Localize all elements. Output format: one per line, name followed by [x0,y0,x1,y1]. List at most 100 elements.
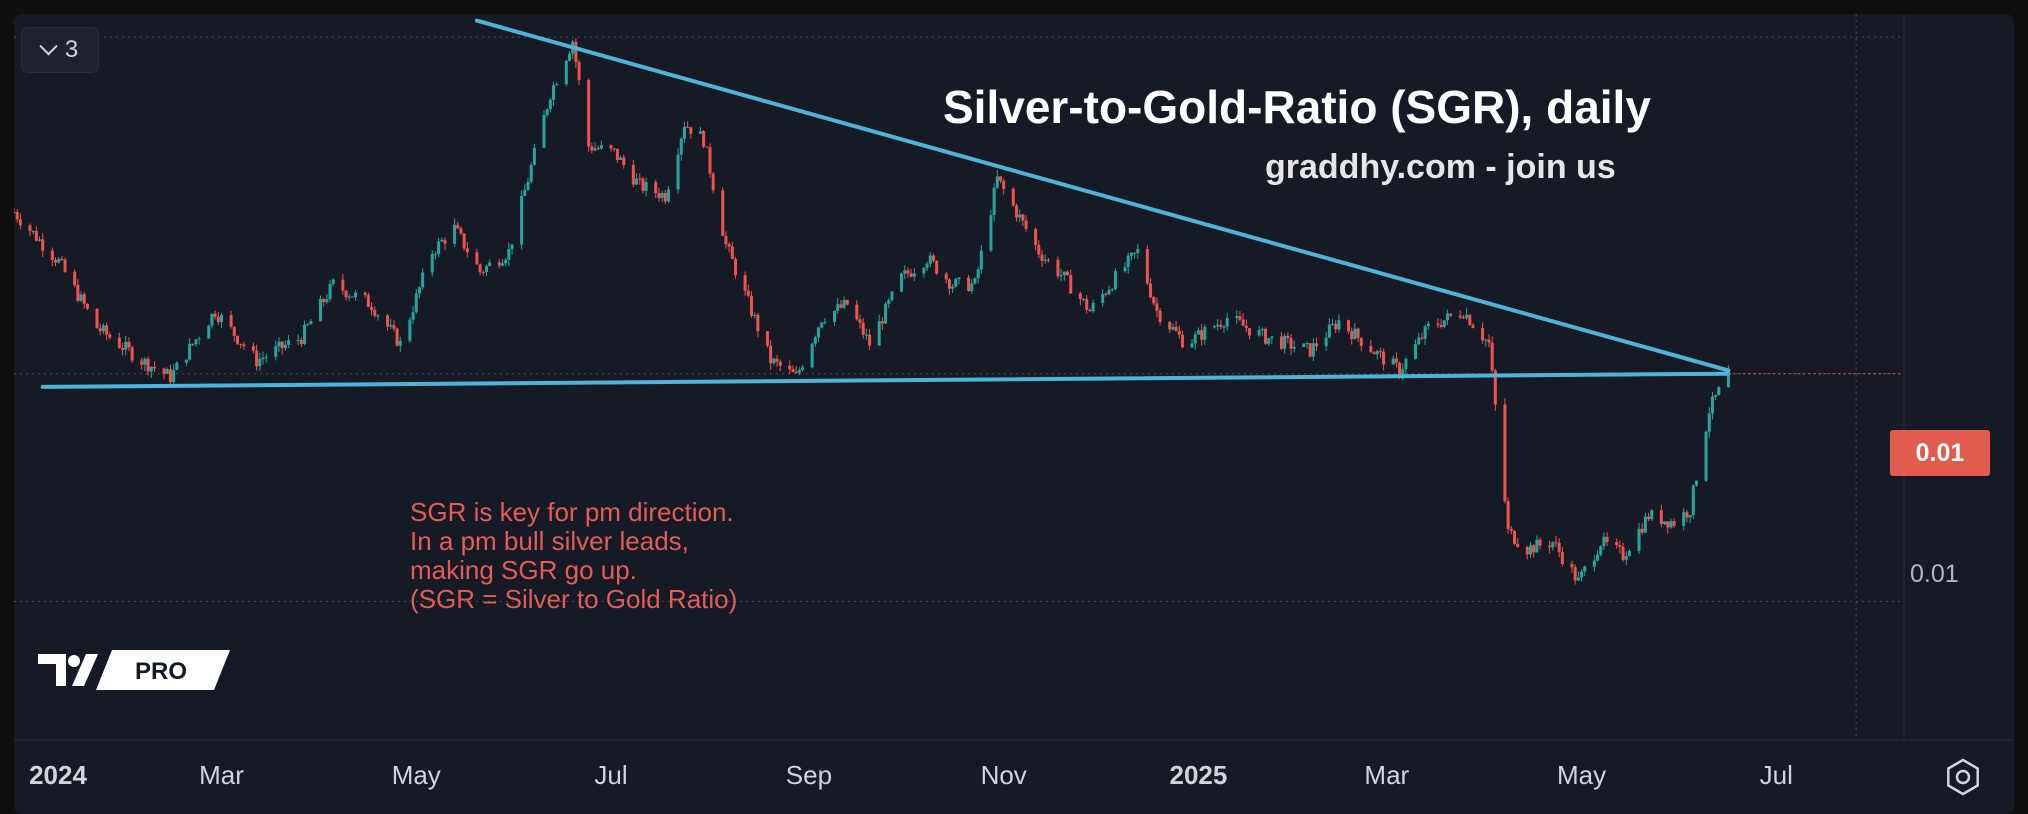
candle-body [1369,346,1373,353]
collapse-indicators-button[interactable]: 3 [21,27,99,73]
candle-body [229,315,233,327]
candle-body [127,341,131,348]
candle-body [1171,327,1175,330]
candle-body [251,346,255,351]
candle-body [1691,485,1695,516]
candle-body [1302,343,1306,347]
candle-body [743,275,747,291]
candle-body [497,262,501,266]
candle-body [1212,326,1216,328]
chart-subtitle: graddhy.com - join us [1265,148,1616,186]
candle-body [520,195,524,245]
candle-body [121,347,125,350]
candle-body [1570,564,1574,568]
chart-frame[interactable] [14,14,2014,814]
candle-body [666,189,670,202]
price-chart[interactable] [14,14,2014,814]
candle-body [660,192,664,198]
note-line: In a pm bull silver leads, [410,526,689,556]
candle-body [935,260,939,274]
candle-body [1085,298,1089,310]
candle-body [689,127,693,134]
candle-body [1283,335,1287,349]
candle-body [152,366,156,369]
candle-body [210,313,214,326]
candle-body [184,359,188,363]
candle-body [1717,387,1721,396]
candle-body [76,284,80,301]
candle-body [1244,325,1248,329]
candle-body [1241,319,1245,326]
candle-body [775,358,779,362]
candle-body [1110,289,1114,291]
candle-body [101,325,105,332]
candle-body [235,335,239,344]
candle-body [1726,369,1730,388]
candle-body [146,358,150,372]
candle-body [392,325,396,329]
candle-body [552,85,556,100]
candle-body [887,300,891,304]
candle-body [411,312,415,320]
candle-body [1704,431,1708,481]
candle-body [1289,337,1293,349]
candle-body [1493,370,1497,405]
candle-body [1573,567,1577,581]
candle-body [1714,395,1718,397]
candle-body [264,356,268,358]
candle-body [724,235,728,245]
indicator-count: 3 [64,36,79,63]
candle-body [277,341,281,347]
candle-body [303,324,307,345]
candle-body [1101,293,1105,303]
candle-body [947,279,951,289]
candle-body [261,357,265,359]
candle-body [970,283,974,292]
candle-body [1196,330,1200,335]
candle-body [194,339,198,345]
last-price-badge: 0.01 [1890,430,1990,476]
candle-body [1560,552,1564,565]
candle-body [858,319,862,323]
candle-body [395,328,399,346]
candle-body [1621,546,1625,560]
candle-body [1592,560,1596,567]
candle-body [1375,351,1379,355]
candle-body [188,343,192,360]
x-axis-label: 2024 [29,760,87,790]
candle-body [57,258,61,263]
candle-body [1580,571,1584,578]
candle-body [309,321,313,325]
candle-body [1107,289,1111,295]
candle-body [1503,404,1507,502]
candle-body [1710,396,1714,414]
logo-text: PRO [135,658,187,685]
candle-body [995,176,999,188]
candle-body [325,299,329,303]
candle-body [1442,320,1446,327]
x-axis-label: 2025 [1169,760,1228,790]
candle-body [599,145,603,149]
candle-body [855,304,859,320]
candle-body [1439,324,1443,327]
candle-body [976,269,980,279]
candle-body [912,273,916,277]
candle-body [1014,205,1018,218]
candle-body [1624,556,1628,560]
candle-body [1082,298,1086,300]
candle-body [1417,337,1421,345]
candle-body [507,249,511,260]
candle-body [414,293,418,313]
candle-body [1487,339,1491,343]
settings-icon[interactable] [1940,754,1986,800]
candle-body [328,283,332,300]
candle-body [612,148,616,150]
candle-body [1129,252,1133,256]
candle-body [1647,516,1651,520]
candle-body [884,303,888,324]
candle-body [1292,346,1296,349]
candle-body [1346,320,1350,332]
candle-body [1583,566,1587,572]
candle-body [488,262,492,266]
candle-body [1685,512,1689,518]
